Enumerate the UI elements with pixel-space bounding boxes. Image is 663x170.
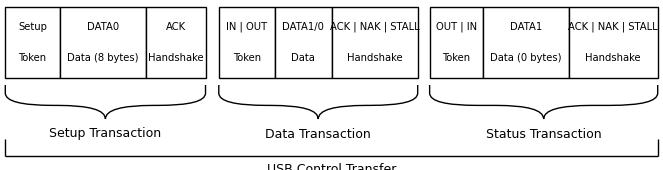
Bar xyxy=(483,7,569,78)
Text: Data (0 bytes): Data (0 bytes) xyxy=(490,53,562,63)
Bar xyxy=(146,7,206,78)
Text: DATA1/0: DATA1/0 xyxy=(282,22,324,32)
Text: Token: Token xyxy=(233,53,261,63)
Bar xyxy=(60,7,146,78)
Bar xyxy=(5,7,60,78)
Text: OUT | IN: OUT | IN xyxy=(436,22,477,32)
Text: Setup Transaction: Setup Transaction xyxy=(49,128,162,140)
Text: Data Transaction: Data Transaction xyxy=(265,128,371,140)
Text: IN | OUT: IN | OUT xyxy=(226,22,268,32)
Bar xyxy=(219,7,275,78)
Text: Status Transaction: Status Transaction xyxy=(486,128,601,140)
Text: Setup: Setup xyxy=(18,22,47,32)
Text: DATA1: DATA1 xyxy=(510,22,542,32)
Bar xyxy=(430,7,483,78)
Text: Token: Token xyxy=(442,53,470,63)
Text: Handshake: Handshake xyxy=(585,53,641,63)
Text: ACK | NAK | STALL: ACK | NAK | STALL xyxy=(568,22,658,32)
Text: ACK: ACK xyxy=(166,22,186,32)
Bar xyxy=(275,7,332,78)
Text: Data (8 bytes): Data (8 bytes) xyxy=(67,53,139,63)
Text: USB Control Transfer: USB Control Transfer xyxy=(267,163,396,170)
Bar xyxy=(569,7,658,78)
Text: Handshake: Handshake xyxy=(347,53,402,63)
Bar xyxy=(332,7,418,78)
Text: DATA0: DATA0 xyxy=(87,22,119,32)
Text: ACK | NAK | STALL: ACK | NAK | STALL xyxy=(330,22,420,32)
Text: Token: Token xyxy=(19,53,46,63)
Text: Handshake: Handshake xyxy=(148,53,204,63)
Text: Data: Data xyxy=(291,53,316,63)
